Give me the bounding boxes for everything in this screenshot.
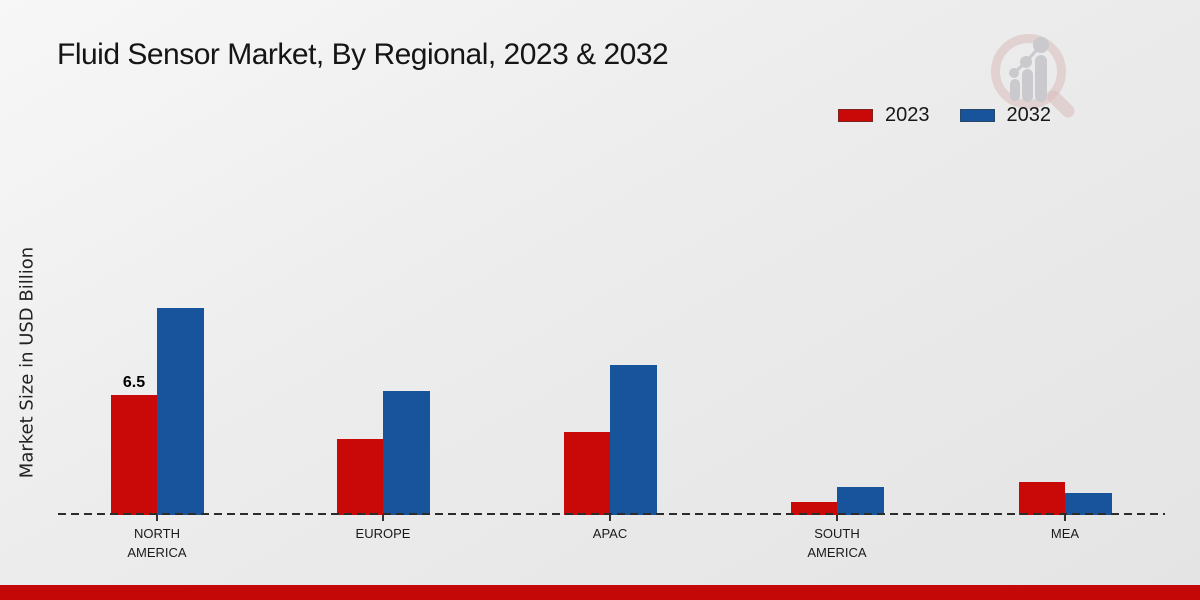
legend-item-2032: 2032 bbox=[959, 104, 1052, 127]
category-label: NORTH AMERICA bbox=[127, 526, 187, 560]
bar-2032-europe bbox=[383, 391, 430, 515]
x-axis-tick bbox=[382, 515, 384, 521]
magnifier-ring bbox=[991, 34, 1075, 118]
footer-accent-bar bbox=[0, 585, 1200, 600]
bar-2023-europe bbox=[337, 439, 383, 515]
bar-2032-north-america bbox=[157, 308, 204, 515]
magnifier-bar-chart-logo bbox=[991, 34, 1075, 118]
bar-2032-south-america bbox=[837, 487, 884, 515]
x-axis-tick bbox=[836, 515, 838, 521]
legend-label: 2032 bbox=[1006, 104, 1052, 126]
category-label: SOUTH AMERICA bbox=[807, 526, 867, 560]
chart-title: Fluid Sensor Market, By Regional, 2023 &… bbox=[57, 38, 669, 71]
bar-2032-mea bbox=[1065, 493, 1112, 515]
category-label: APAC bbox=[592, 526, 628, 541]
bar-2023-north-america bbox=[111, 395, 157, 515]
bar-2023-south-america bbox=[791, 502, 837, 515]
legend-swatch-2032 bbox=[959, 109, 995, 122]
y-axis-label: Market Size in USD Billion bbox=[16, 246, 38, 479]
category-label: MEA bbox=[1050, 526, 1080, 541]
bar-2032-apac bbox=[610, 365, 657, 515]
legend-label: 2023 bbox=[885, 104, 930, 126]
x-axis-tick bbox=[1064, 515, 1066, 521]
bar-trend-glyph bbox=[1009, 37, 1049, 102]
legend-item-2023: 2023 bbox=[838, 104, 930, 127]
legend: 2023 2032 bbox=[838, 104, 1051, 127]
legend-swatch-2023 bbox=[838, 109, 873, 122]
bar-2023-apac bbox=[564, 432, 610, 515]
x-axis-tick bbox=[156, 515, 158, 521]
bar-value-label: 6.5 bbox=[122, 374, 146, 391]
x-axis-baseline bbox=[58, 513, 1165, 515]
category-label: EUROPE bbox=[355, 526, 411, 541]
bar-2023-mea bbox=[1019, 482, 1065, 515]
x-axis-tick bbox=[609, 515, 611, 521]
